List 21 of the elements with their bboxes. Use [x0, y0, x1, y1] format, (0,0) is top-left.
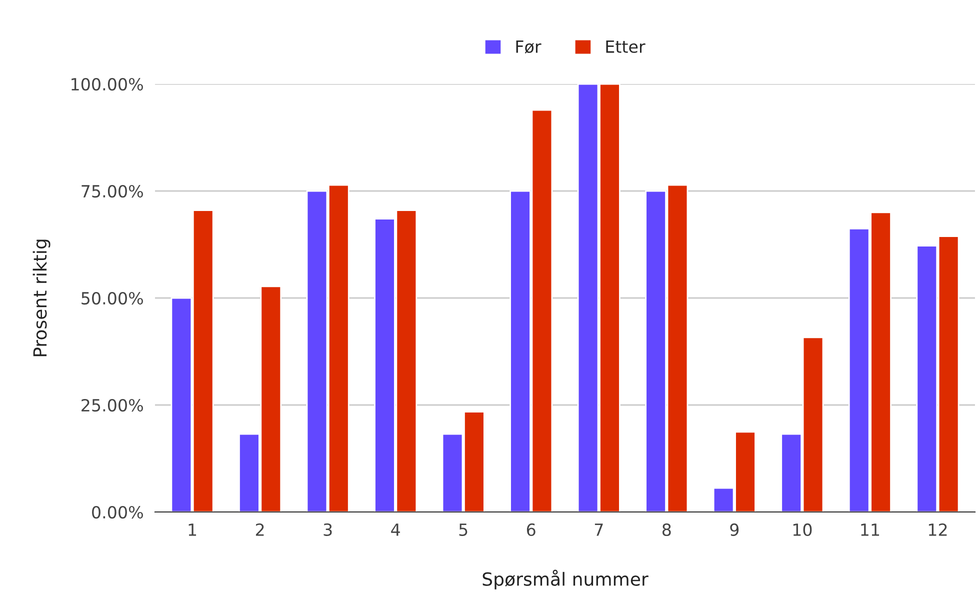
y-tick-label: 25.00%: [82, 398, 143, 412]
x-tick-label: 3: [324, 523, 332, 536]
x-axis-title: Spørsmål nummer: [482, 570, 648, 590]
x-tick-label: 10: [793, 523, 812, 536]
x-tick-label: 5: [459, 524, 468, 536]
x-tick-label: 11: [861, 524, 880, 536]
y-axis-title: Prosent riktig: [32, 240, 50, 356]
y-tick-label: 50.00%: [82, 292, 143, 305]
x-tick-label: 4: [391, 524, 400, 536]
x-tick-label: 6: [526, 523, 536, 536]
legend-label: Før: [516, 40, 542, 54]
x-tick-label: 2: [256, 523, 264, 536]
y-tick-label: 100.00%: [72, 78, 143, 91]
x-tick-label: 1: [188, 524, 196, 536]
y-tick-label: 75.00%: [82, 184, 143, 198]
x-tick-label: 7: [594, 524, 603, 536]
x-tick-label: 8: [662, 523, 671, 536]
y-tick-label: 0.00%: [92, 506, 143, 519]
x-tick-label: 12: [928, 523, 947, 536]
x-tick-label: 9: [730, 523, 739, 536]
legend-label: Etter: [606, 40, 646, 53]
